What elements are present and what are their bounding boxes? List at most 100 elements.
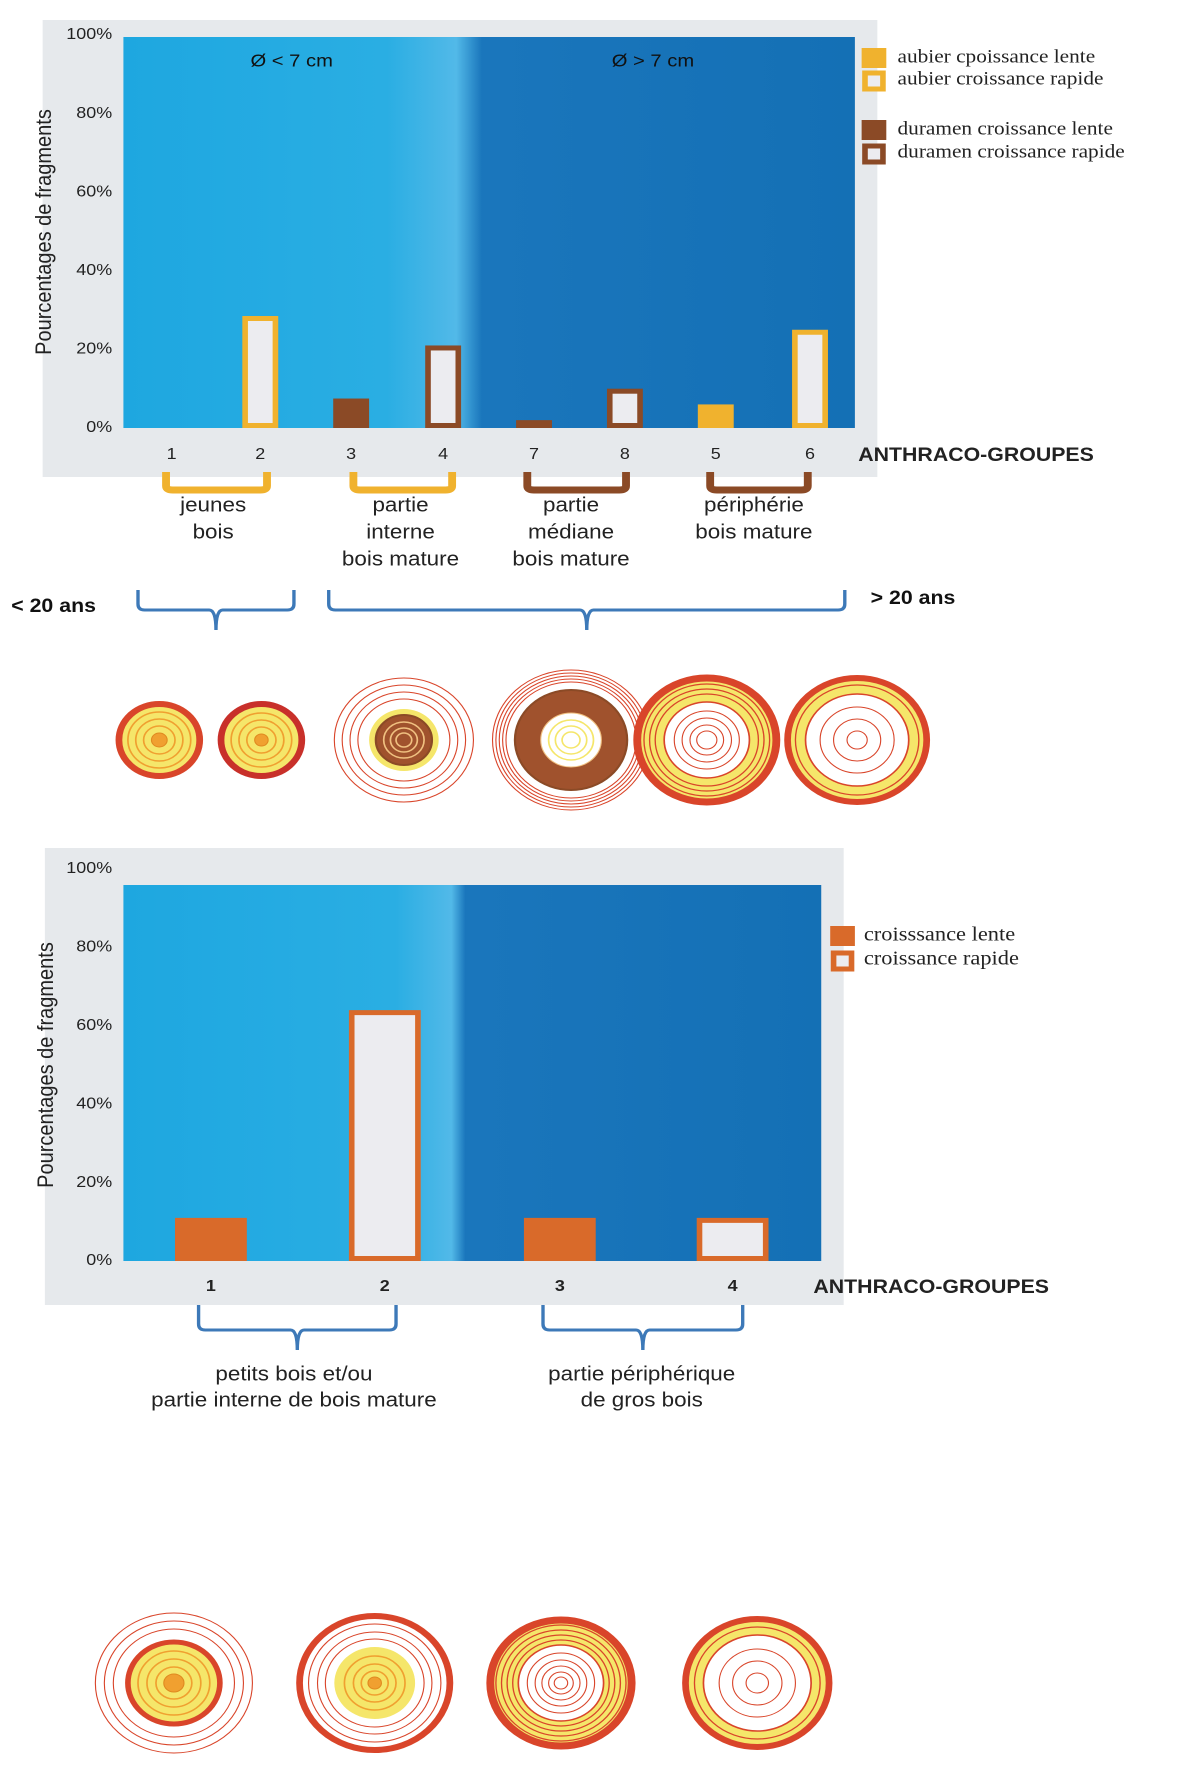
legend-swatch [830, 950, 855, 972]
bar [516, 420, 552, 428]
group-label: partie [372, 493, 428, 516]
tree-ring [512, 1639, 610, 1727]
annotation: Ø > 7 cm [612, 52, 694, 72]
y-tick-label: 0% [86, 418, 112, 436]
x-axis-title: ANTHRACO-GROUPES [813, 1277, 1049, 1298]
group-label: de gros bois [581, 1388, 703, 1411]
tree-ring [648, 688, 765, 792]
tree-ring [112, 1628, 236, 1738]
tree-ring [732, 1660, 783, 1706]
tree-ring [846, 730, 868, 750]
group-bracket [706, 472, 812, 494]
bar [425, 345, 462, 428]
bracket [196, 1305, 398, 1351]
tree-ring [495, 1624, 627, 1742]
tree-ring [343, 1655, 406, 1711]
bar [333, 398, 370, 428]
tree-ring [230, 712, 293, 768]
group-bracket [523, 472, 630, 494]
y-axis-title: Pourcentages de fragments [33, 942, 58, 1188]
y-tick-label: 40% [76, 1094, 112, 1112]
tree-ring [163, 1673, 185, 1693]
group-label: bois mature [342, 547, 459, 570]
tree-ring [541, 1665, 581, 1701]
group-label: bois [193, 520, 234, 543]
x-tick-label: 7 [529, 445, 539, 463]
y-tick-label: 80% [76, 104, 112, 122]
tree-ring [127, 711, 192, 769]
tree-ring [547, 719, 595, 761]
plot-area [123, 885, 822, 1261]
tree-ring [316, 1631, 433, 1735]
x-tick-label: 4 [438, 445, 448, 463]
tree-ring [534, 1659, 588, 1707]
tree-ring [553, 1676, 569, 1690]
tree-ring [333, 677, 475, 803]
legend-swatch [830, 926, 855, 946]
tree-ring [341, 684, 467, 796]
tree-ring [352, 1663, 397, 1703]
tree-ring [94, 1612, 253, 1754]
bar [348, 1010, 421, 1261]
tree-ring [561, 731, 581, 749]
bar [242, 315, 279, 428]
tree-ring [540, 712, 602, 768]
group-label: partie [543, 493, 599, 516]
bar [697, 404, 734, 428]
y-tick-label: 80% [76, 938, 112, 956]
tree-ring [548, 1671, 574, 1695]
group-label: petits bois et/ou [215, 1362, 372, 1385]
tree-ring [382, 721, 425, 759]
group-bracket [349, 472, 457, 494]
x-tick-label: 1 [206, 1277, 216, 1295]
tree-ring [142, 725, 176, 755]
tree-ring [137, 1650, 211, 1716]
bar [696, 1217, 769, 1262]
bracket [327, 590, 847, 631]
tree-ring [663, 701, 751, 779]
legend-swatch [861, 120, 887, 140]
tree-ring [357, 698, 451, 782]
tree-ring [804, 693, 910, 787]
x-axis-title: ANTHRACO-GROUPES [858, 445, 1094, 466]
x-tick-label: 4 [728, 1277, 739, 1295]
y-tick-label: 20% [76, 1173, 112, 1191]
group-label: médiane [528, 520, 614, 543]
legend-swatch [862, 143, 886, 165]
x-tick-label: 2 [380, 1277, 390, 1295]
tree-ring [155, 1666, 193, 1700]
tree-ring [150, 732, 168, 748]
bar [523, 1217, 596, 1261]
legend-label: aubier cpoissance lente [898, 46, 1096, 67]
tree-ring [103, 1620, 245, 1746]
tree-ring [367, 1676, 383, 1690]
tree-ring [146, 1658, 202, 1708]
group-bracket [162, 472, 271, 494]
y-tick-label: 100% [66, 25, 112, 43]
x-tick-label: 6 [805, 445, 815, 463]
y-tick-label: 60% [76, 182, 112, 200]
x-tick-label: 3 [555, 1277, 565, 1295]
bar [606, 388, 643, 429]
legend-label: duramen croissance lente [898, 118, 1113, 139]
tree-ring [245, 726, 277, 754]
tree-ring [718, 1648, 796, 1718]
tree-ring [673, 710, 740, 770]
tree-ring [693, 1626, 821, 1740]
tree-ring [689, 724, 725, 756]
legend-label: duramen croissance rapide [898, 141, 1125, 162]
x-tick-label: 1 [167, 445, 177, 463]
tree-ring [500, 1629, 622, 1737]
bracket [136, 590, 296, 631]
legend-label: croissance rapide [864, 947, 1019, 970]
tree-ring [643, 683, 771, 797]
legend-label: croisssance lente [864, 923, 1015, 946]
x-tick-label: 5 [711, 445, 721, 463]
legend-label: aubier croissance rapide [898, 68, 1104, 89]
tree-ring [349, 691, 459, 789]
group-label: bois mature [695, 520, 812, 543]
tree-ring [360, 1670, 390, 1696]
tree-ring [506, 1634, 616, 1732]
